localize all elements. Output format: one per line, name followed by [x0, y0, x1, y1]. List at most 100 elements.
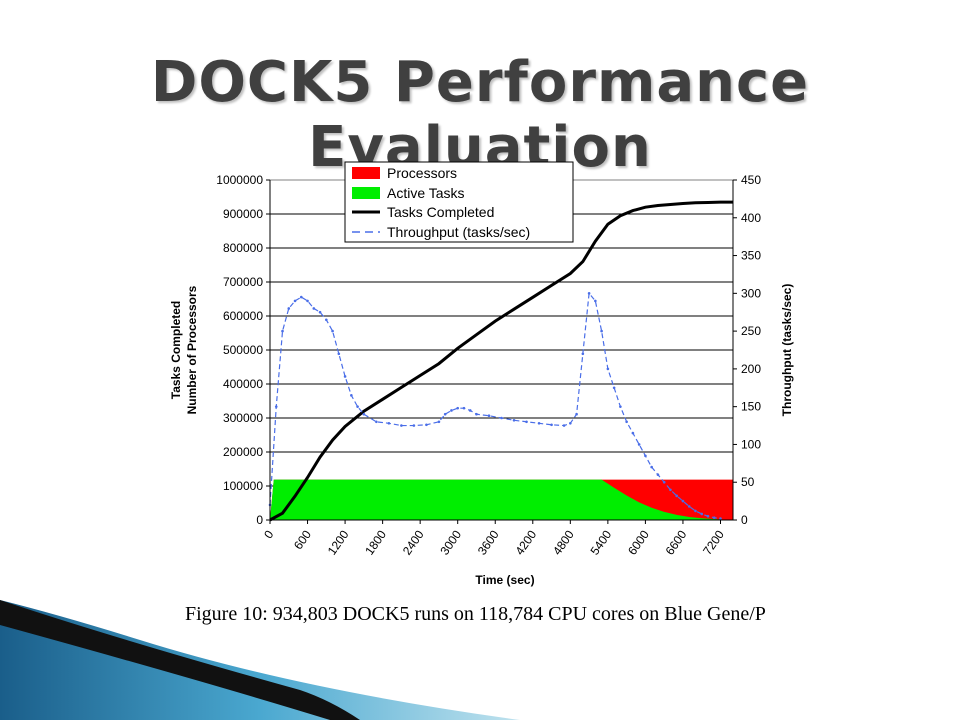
throughput-point [456, 406, 460, 410]
legend-box [344, 161, 574, 243]
throughput-point [569, 421, 572, 425]
throughput-point [675, 494, 678, 498]
line-series [268, 200, 733, 522]
x-tick-label: 2400 [400, 527, 427, 557]
y-right-tick-label: 200 [741, 362, 761, 376]
y-axis-left-label-2: Number of Processors [185, 285, 199, 414]
throughput-point [694, 509, 697, 513]
throughput-point [600, 329, 603, 333]
series-active-tasks [270, 479, 733, 520]
x-tick-label: 6000 [625, 527, 652, 557]
throughput-point [656, 473, 660, 476]
throughput-point [537, 421, 541, 425]
throughput-point [337, 352, 341, 356]
y-right-tick-label: 400 [741, 211, 761, 225]
throughput-point [325, 318, 328, 322]
y-right-tick-label: 250 [741, 324, 761, 338]
x-tick-label: 1800 [362, 527, 389, 557]
throughput-point [306, 299, 309, 303]
y-left-tick-label: 700000 [223, 275, 263, 289]
x-tick-label: 600 [291, 527, 314, 552]
y-axis-right-label: Throughput (tasks/sec) [780, 284, 794, 417]
throughput-point [662, 480, 666, 484]
throughput-point [719, 517, 722, 520]
throughput-point [644, 454, 647, 458]
y-left-tick-label: 600000 [223, 309, 263, 323]
y-left-tick-label: 900000 [223, 207, 263, 221]
throughput-point [318, 310, 322, 314]
throughput-point [343, 375, 347, 378]
throughput-point [712, 516, 716, 520]
throughput-point [525, 420, 528, 424]
y-left-tick-label: 500000 [223, 343, 263, 357]
throughput-point [669, 488, 672, 492]
throughput-point [387, 421, 391, 425]
throughput-point [425, 423, 428, 427]
slide-title: DOCK5 Performance Evaluation [150, 50, 810, 180]
y-right-tick-label: 100 [741, 437, 761, 451]
throughput-point [581, 352, 585, 356]
throughput-point [594, 299, 597, 303]
throughput-point [619, 405, 622, 408]
throughput-point [587, 292, 591, 295]
area-series [270, 479, 733, 520]
throughput-point [606, 367, 610, 371]
throughput-point [312, 307, 316, 310]
y-left-tick-label: 400000 [223, 377, 263, 391]
throughput-point [412, 424, 416, 427]
y-right-tick-label: 450 [741, 173, 761, 187]
y-left-tick-label: 0 [256, 513, 263, 527]
throughput-point [375, 420, 378, 424]
throughput-point [575, 412, 578, 416]
legend: Processors Active Tasks Tasks Completed … [344, 161, 574, 243]
legend-label-active-tasks: Active Tasks [387, 185, 465, 201]
y-right-tick-label: 50 [741, 475, 755, 489]
throughput-point [281, 329, 284, 333]
throughput-point [681, 499, 685, 503]
legend-swatch-processors [352, 167, 380, 179]
throughput-point [550, 423, 553, 427]
x-axis-label: Time (sec) [475, 573, 534, 587]
x-tick-label: 5400 [588, 527, 615, 557]
y-axis-left-label-1: Tasks Completed [169, 301, 183, 399]
legend-label-tasks-completed: Tasks Completed [387, 204, 494, 220]
x-tick-label: 0 [261, 527, 276, 541]
throughput-point [400, 424, 403, 427]
throughput-point [450, 409, 453, 412]
throughput-point [331, 329, 334, 333]
swoosh-band-blue [0, 600, 520, 720]
legend-label-throughput: Throughput (tasks/sec) [387, 224, 530, 240]
throughput-point [468, 409, 472, 412]
throughput-point [650, 465, 653, 469]
throughput-point [687, 505, 691, 508]
y-left-tick-label: 300000 [223, 411, 263, 425]
series-tasks-completed [269, 200, 733, 522]
throughput-point [487, 414, 491, 418]
throughput-point [512, 418, 516, 422]
x-tick-label: 3600 [475, 527, 502, 557]
y-left-tick-label: 800000 [223, 241, 263, 255]
throughput-point [437, 420, 441, 424]
x-tick-label: 3000 [437, 527, 464, 557]
series-throughput-tasks-sec [269, 291, 721, 520]
figure-caption: Figure 10: 934,803 DOCK5 runs on 118,784… [185, 603, 766, 625]
throughput-point [293, 299, 297, 303]
x-tick-label: 7200 [700, 527, 727, 557]
throughput-point [443, 412, 447, 416]
swoosh-band-black [0, 600, 360, 720]
throughput-point [462, 406, 466, 410]
y-right-tick-label: 0 [741, 513, 748, 527]
throughput-point [287, 307, 291, 310]
throughput-point [612, 386, 616, 390]
throughput-point [475, 412, 478, 416]
throughput-point [706, 514, 710, 518]
throughput-point [631, 431, 635, 435]
throughput-point [299, 295, 303, 299]
y-left-tick-label: 1000000 [216, 173, 263, 187]
y-right-tick-label: 350 [741, 249, 761, 263]
throughput-point [500, 416, 503, 420]
throughput-point [700, 512, 704, 516]
legend-swatch-active-tasks [352, 187, 380, 199]
